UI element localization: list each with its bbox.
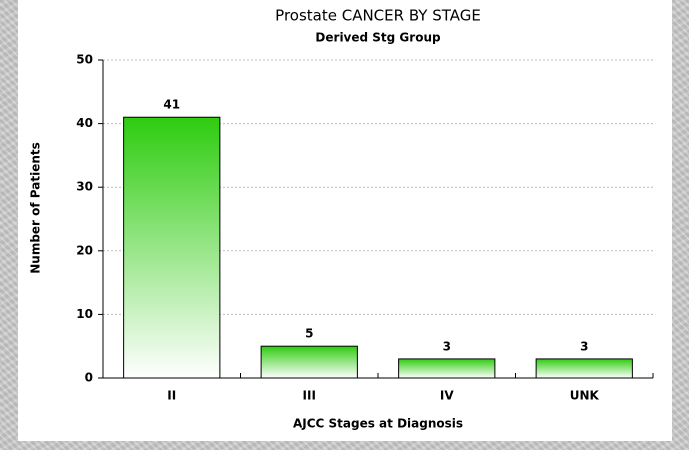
y-tick-label: 30 <box>76 180 93 194</box>
bar <box>535 358 633 379</box>
chart-title: Prostate CANCER BY STAGE <box>275 7 481 25</box>
y-tick-label: 10 <box>76 307 93 321</box>
data-label: 3 <box>443 339 451 353</box>
bar <box>123 116 221 379</box>
x-tick-label: UNK <box>570 389 600 403</box>
data-label: 3 <box>580 339 588 353</box>
y-tick-label: 50 <box>76 53 93 67</box>
chart-subtitle: Derived Stg Group <box>315 31 441 45</box>
y-axis-label: Number of Patients <box>29 142 43 274</box>
y-tick-label: 40 <box>76 116 93 130</box>
x-tick-label: III <box>303 389 316 403</box>
data-label: 41 <box>163 98 180 112</box>
data-label: 5 <box>305 327 313 341</box>
y-tick-label: 20 <box>76 243 93 257</box>
x-tick-label: II <box>167 389 176 403</box>
bar <box>260 345 358 379</box>
x-tick-label: IV <box>440 389 454 403</box>
x-axis-label: AJCC Stages at Diagnosis <box>293 417 463 431</box>
bar <box>398 358 496 379</box>
y-tick-label: 0 <box>85 371 93 385</box>
